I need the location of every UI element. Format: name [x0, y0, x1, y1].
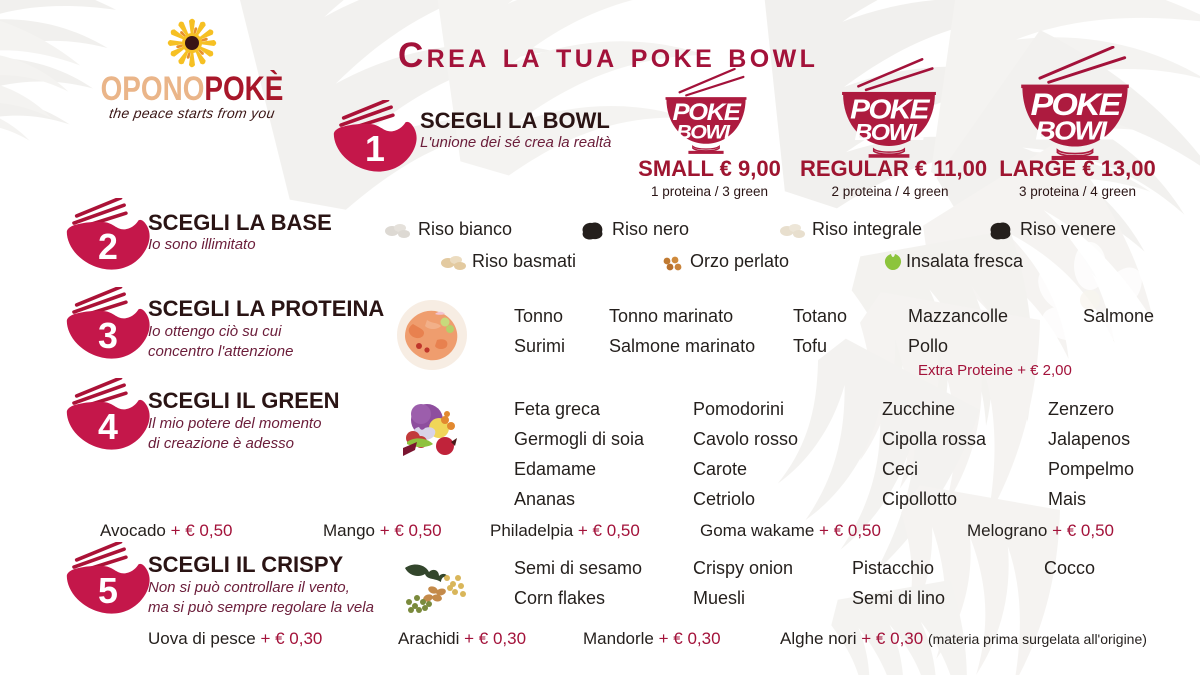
svg-text:1: 1 — [365, 129, 385, 169]
svg-text:5: 5 — [98, 571, 118, 611]
svg-text:2: 2 — [98, 227, 118, 267]
svg-text:3: 3 — [98, 316, 118, 356]
svg-text:4: 4 — [98, 407, 118, 447]
